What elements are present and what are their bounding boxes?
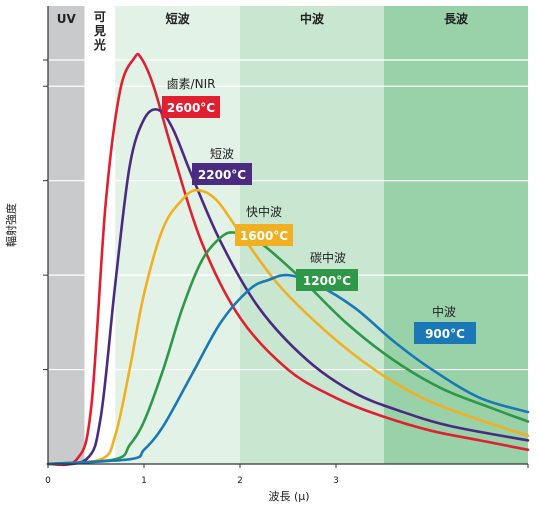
annotation-badge-text-2: 1600°C xyxy=(240,229,288,243)
annotation-badge-text-1: 2200°C xyxy=(198,168,246,182)
y-axis-title: 輻射強度 xyxy=(4,203,18,247)
band-1 xyxy=(84,6,116,464)
annotation-label-3: 碳中波 xyxy=(310,250,346,265)
annotation-badge-text-4: 900°C xyxy=(425,327,465,341)
band-0 xyxy=(48,6,85,464)
annotation-label-2: 快中波 xyxy=(246,204,282,219)
annotation-badge-4 xyxy=(414,322,476,344)
series-line-4 xyxy=(46,273,530,466)
series-line-1 xyxy=(46,108,530,466)
band-4 xyxy=(384,6,528,464)
x-axis-title: 波長 (μ) xyxy=(268,490,309,503)
x-tick-label-1: 1 xyxy=(141,476,147,486)
axes: 0 1 2 3 xyxy=(43,6,529,486)
x-tick-label-3: 3 xyxy=(333,476,339,486)
annotation-label-1: 短波 xyxy=(210,147,234,161)
band-label-1: 可見光 xyxy=(93,10,106,52)
x-tick-label-2: 2 xyxy=(237,476,243,486)
annotation-badge-1 xyxy=(192,163,252,185)
series-line-0 xyxy=(46,52,530,467)
series-line-2 xyxy=(46,188,530,466)
annotation-badge-text-0: 2600°C xyxy=(167,101,215,115)
band-label-3: 中波 xyxy=(300,11,325,26)
band-label-2: 短波 xyxy=(166,11,191,26)
x-tick-label-0: 0 xyxy=(45,476,51,486)
band-label-0: UV xyxy=(57,12,77,26)
series-line-3 xyxy=(46,231,530,466)
annotation-label-4: 中波 xyxy=(432,304,456,319)
series-curves xyxy=(46,52,530,467)
annotation-badge-text-3: 1200°C xyxy=(303,274,351,288)
band-2 xyxy=(115,6,240,464)
annotation-label-0: 鹵素/NIR xyxy=(167,77,216,91)
curve-annotations: 鹵素/NIR 2600°C 短波 2200°C 快中波 1600°C 碳中波 1200°C 中波… xyxy=(162,77,476,344)
annotation-badge-0 xyxy=(162,96,220,118)
annotation-badge-2 xyxy=(235,224,293,246)
band-label-4: 長波 xyxy=(444,11,469,26)
annotation-badge-3 xyxy=(296,269,358,291)
